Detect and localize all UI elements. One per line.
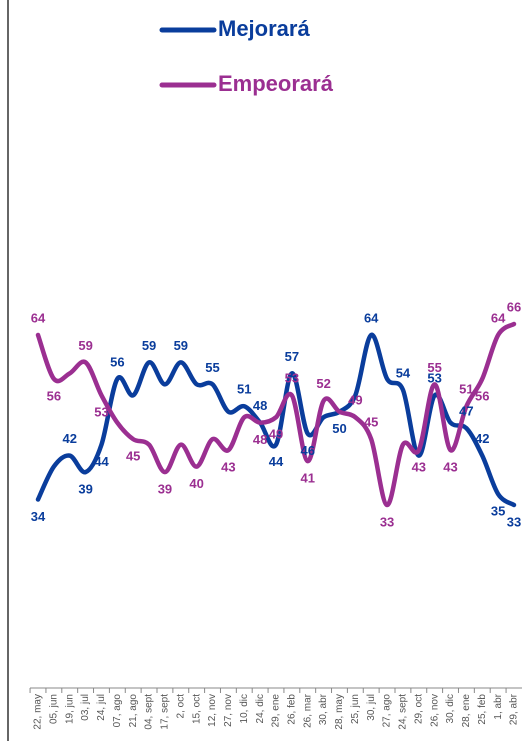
x-tick-label: 12, nov <box>207 694 218 727</box>
x-tick-label: 17, sept <box>160 694 171 730</box>
x-tick-label: 2, oct <box>175 694 186 719</box>
x-tick-label: 10, dic <box>239 694 250 723</box>
data-label: 64 <box>31 310 46 325</box>
x-tick-label: 24, dic <box>255 694 266 723</box>
data-label: 48 <box>253 432 267 447</box>
x-tick-label: 04, sept <box>144 694 155 730</box>
data-label: 49 <box>269 427 283 442</box>
x-tick-label: 29, oct <box>413 694 424 724</box>
data-label: 39 <box>158 482 172 497</box>
data-label: 48 <box>253 398 267 413</box>
data-label: 53 <box>285 371 299 386</box>
x-tick-label: 29, ene <box>271 694 282 728</box>
data-label: 41 <box>300 471 314 486</box>
data-label: 59 <box>142 338 156 353</box>
x-tick-label: 1, abr <box>493 693 504 719</box>
data-label: 55 <box>427 360 441 375</box>
legend-label: Empeorará <box>218 71 334 96</box>
data-label: 64 <box>364 310 379 325</box>
data-label: 54 <box>396 365 411 380</box>
x-tick-label: 27, nov <box>223 694 234 727</box>
x-tick-label: 25, jun <box>350 694 361 724</box>
x-tick-label: 26, feb <box>287 694 298 725</box>
x-tick-label: 05, jun <box>49 694 60 724</box>
data-label: 64 <box>491 310 506 325</box>
x-tick-label: 27, ago <box>382 694 393 728</box>
data-label: 42 <box>475 431 489 446</box>
x-tick-label: 24, sept <box>398 694 409 730</box>
data-label: 55 <box>205 360 219 375</box>
data-label: 46 <box>300 443 314 458</box>
x-tick-label: 15, oct <box>191 694 202 724</box>
data-label: 52 <box>316 376 330 391</box>
data-label: 42 <box>62 431 76 446</box>
data-label: 45 <box>364 415 378 430</box>
data-label: 43 <box>443 460 457 475</box>
x-tick-label: 29, abr <box>509 693 520 725</box>
x-tick-label: 30, jul <box>366 694 377 721</box>
data-label: 34 <box>31 509 46 524</box>
data-label: 33 <box>380 514 394 529</box>
data-label: 53 <box>427 371 441 386</box>
data-label: 47 <box>459 404 473 419</box>
data-label: 51 <box>237 382 251 397</box>
data-label: 56 <box>110 354 124 369</box>
data-label: 50 <box>332 421 346 436</box>
x-tick-label: 28, may <box>334 694 345 730</box>
data-label: 35 <box>491 503 505 518</box>
data-label: 44 <box>94 454 109 469</box>
x-tick-label: 30, abr <box>318 693 329 725</box>
data-label: 45 <box>126 449 140 464</box>
data-label: 33 <box>507 514 521 529</box>
x-tick-label: 26, mar <box>302 693 313 728</box>
x-tick-label: 25, feb <box>477 694 488 725</box>
data-label: 51 <box>459 382 473 397</box>
x-tick-label: 24, jul <box>96 694 107 721</box>
line-series <box>35 332 517 508</box>
data-label: 43 <box>412 460 426 475</box>
data-label: 56 <box>47 388 61 403</box>
data-label: 44 <box>269 454 284 469</box>
data-label: 66 <box>507 299 521 314</box>
x-tick-label: 03, jul <box>80 694 91 721</box>
data-label: 56 <box>475 388 489 403</box>
data-label: 53 <box>94 405 108 420</box>
data-label: 59 <box>78 338 92 353</box>
x-tick-label: 26, nov <box>429 694 440 727</box>
x-tick-label: 30, dic <box>445 694 456 723</box>
data-label: 39 <box>78 482 92 497</box>
data-label: 57 <box>285 349 299 364</box>
data-label: 49 <box>348 393 362 408</box>
x-tick-label: 28, ene <box>461 694 472 728</box>
line-series <box>35 321 517 508</box>
legend-label: Mejorará <box>218 16 310 41</box>
x-tick-label: 07, ago <box>112 694 123 728</box>
data-label: 40 <box>189 476 203 491</box>
x-tick-label: 21, ago <box>128 694 139 728</box>
data-label: 43 <box>221 460 235 475</box>
data-label: 59 <box>174 338 188 353</box>
x-tick-label: 22, may <box>33 694 44 730</box>
x-tick-label: 19, jun <box>64 694 75 724</box>
